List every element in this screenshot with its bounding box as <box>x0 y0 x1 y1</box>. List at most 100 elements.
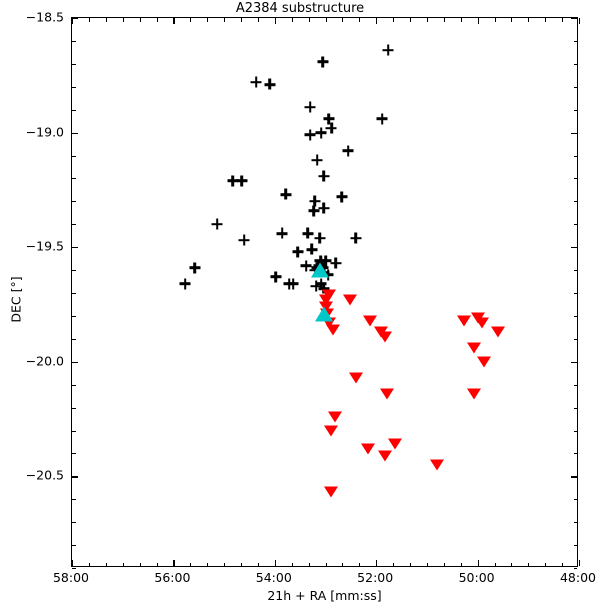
data-point-triangle-down <box>343 294 357 306</box>
data-point-plus <box>316 258 327 269</box>
y-axis-minor-tick <box>72 293 76 294</box>
chart-title: A2384 substructure <box>235 1 365 16</box>
data-point-plus <box>180 278 191 289</box>
y-axis-minor-tick <box>573 201 577 203</box>
data-point-triangle-up <box>311 262 330 278</box>
data-point-plus <box>383 45 394 56</box>
x-axis-minor-tick <box>105 562 107 566</box>
x-axis-major-tick <box>72 18 74 24</box>
data-point-triangle-down <box>360 443 375 455</box>
x-axis-minor-tick <box>156 562 158 566</box>
data-point-plus <box>311 281 322 292</box>
data-point-plus <box>343 145 354 156</box>
data-point-plus <box>318 203 329 214</box>
x-tick-label: 50:00 <box>458 570 495 585</box>
data-point-triangle-down <box>380 388 395 400</box>
y-axis-minor-tick <box>72 338 76 340</box>
data-point-plus <box>336 191 347 202</box>
x-axis-minor-tick <box>511 18 513 22</box>
data-point-plus <box>317 56 328 67</box>
x-axis-major-tick <box>274 18 276 24</box>
x-axis-minor-tick <box>511 562 513 566</box>
data-point-triangle-down <box>467 388 482 400</box>
data-point-plus <box>305 102 316 113</box>
data-point-plus <box>318 267 329 278</box>
y-axis-minor-tick <box>573 178 577 180</box>
data-point-plus <box>330 258 341 269</box>
y-tick-label: −18.5 <box>25 9 64 25</box>
x-axis-minor-tick <box>460 18 462 22</box>
data-point-plus <box>302 228 313 239</box>
data-point-triangle-down <box>363 315 378 326</box>
x-axis-minor-tick <box>139 562 141 566</box>
data-point-plus <box>310 265 321 276</box>
data-point-plus <box>316 127 327 138</box>
x-axis-minor-tick <box>207 562 209 566</box>
y-axis-minor-tick <box>72 384 76 386</box>
y-axis-minor-tick <box>72 545 76 547</box>
y-axis-minor-tick <box>72 40 76 42</box>
data-point-triangle-down <box>430 459 445 471</box>
y-axis-minor-tick <box>573 384 577 386</box>
data-point-plus <box>377 113 388 124</box>
data-point-triangle-down <box>467 342 482 354</box>
data-point-triangle-down <box>374 326 389 338</box>
x-tick-label: 58:00 <box>52 570 90 585</box>
x-axis-minor-tick <box>257 18 259 22</box>
data-point-triangle-up <box>314 306 333 322</box>
data-point-plus <box>301 260 312 271</box>
plot-area <box>71 17 581 569</box>
y-axis-minor-tick <box>72 109 76 111</box>
x-axis-major-tick <box>579 560 581 566</box>
y-axis-minor-tick <box>573 545 577 547</box>
y-tick-label: −19.0 <box>25 124 64 140</box>
y-axis-minor-tick <box>72 430 76 432</box>
x-axis-minor-tick <box>460 562 462 566</box>
x-axis-minor-tick <box>443 18 445 22</box>
data-point-plus <box>318 171 329 182</box>
data-point-plus <box>314 233 325 244</box>
y-axis-major-tick <box>72 361 78 363</box>
x-axis-major-tick <box>477 18 479 24</box>
data-point-triangle-down <box>324 486 339 498</box>
y-axis-minor-tick <box>72 201 76 203</box>
data-point-plus <box>350 233 361 244</box>
y-axis-minor-tick <box>72 224 76 226</box>
y-axis-major-tick <box>571 247 577 249</box>
x-axis-minor-tick <box>88 562 90 566</box>
x-axis-minor-tick <box>156 18 158 22</box>
y-axis-minor-tick <box>72 63 76 65</box>
x-axis-minor-tick <box>122 562 124 566</box>
x-axis-minor-tick <box>325 18 327 22</box>
data-point-plus <box>189 262 200 273</box>
y-tick-label: −20.0 <box>25 353 64 369</box>
x-axis-minor-tick <box>190 18 192 22</box>
x-axis-minor-tick <box>443 562 445 566</box>
x-axis-minor-tick <box>494 562 496 566</box>
data-point-plus <box>317 262 328 273</box>
y-axis-major-tick <box>72 132 78 134</box>
data-point-triangle-down <box>318 294 333 306</box>
data-point-plus <box>323 113 334 124</box>
x-tick-label: 48:00 <box>559 570 597 585</box>
x-axis-minor-tick <box>241 18 242 22</box>
x-axis-minor-tick <box>241 562 242 566</box>
data-point-plus <box>326 123 337 134</box>
x-axis-minor-tick <box>291 18 293 22</box>
data-point-plus <box>320 255 331 266</box>
data-point-plus <box>315 255 326 266</box>
data-point-plus <box>284 278 295 289</box>
y-axis-minor-tick <box>72 270 76 272</box>
x-axis-minor-tick <box>393 562 395 566</box>
data-point-plus <box>227 175 238 186</box>
y-tick-label: −20.5 <box>25 467 64 483</box>
x-axis-title: 21h + RA [mm:ss] <box>267 588 382 603</box>
y-axis-minor-tick <box>573 86 577 88</box>
x-axis-minor-tick <box>359 18 361 22</box>
x-axis-major-tick <box>376 560 378 566</box>
data-point-triangle-down <box>348 372 363 384</box>
x-axis-minor-tick <box>494 18 496 22</box>
x-axis-minor-tick <box>342 18 344 22</box>
y-axis-major-tick <box>72 18 78 20</box>
